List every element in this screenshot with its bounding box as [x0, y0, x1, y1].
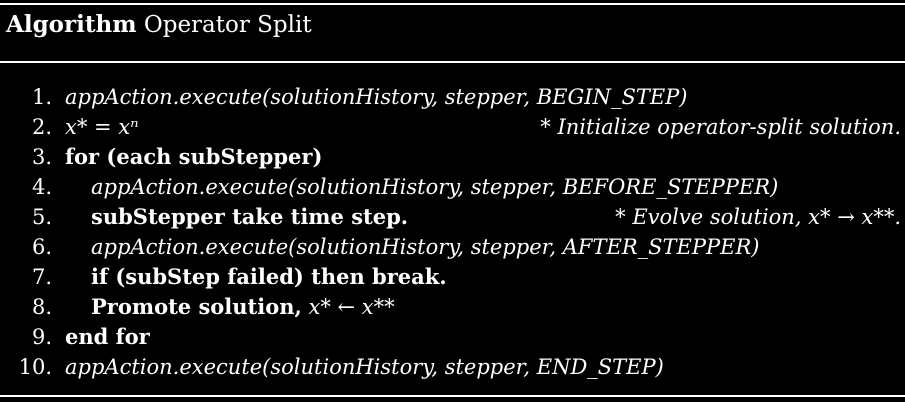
algorithm-line-8: 8. Promote solution, x* ← x** — [0, 292, 905, 322]
line-number: 8. — [31, 295, 52, 319]
line-text: appAction.execute(solutionHistory, stepp… — [65, 85, 688, 109]
line-text: subStepper take time step. — [91, 204, 409, 229]
line-comment: * Evolve solution, x* → x**. — [615, 205, 901, 229]
top-rule — [0, 3, 905, 5]
header-rule — [0, 61, 905, 63]
algorithm-line-4: 4. appAction.execute(solutionHistory, st… — [0, 172, 905, 202]
algorithm-line-1: 1. appAction.execute(solutionHistory, st… — [0, 82, 905, 112]
line-text: appAction.execute(solutionHistory, stepp… — [91, 235, 760, 259]
line-number: 4. — [31, 175, 52, 199]
algorithm-title: Operator Split — [143, 12, 312, 38]
algorithm-line-10: 10. appAction.execute(solutionHistory, s… — [0, 352, 905, 382]
line-number: 7. — [31, 265, 52, 289]
algorithm-line-2: 2. x* = xⁿ * Initialize operator-split s… — [0, 112, 905, 142]
line-text: if (subStep failed) then break. — [91, 264, 447, 289]
line-number: 3. — [31, 145, 52, 169]
algorithm-header: Algorithm Operator Split — [6, 11, 312, 39]
algorithm-line-5: 5. subStepper take time step. * Evolve s… — [0, 202, 905, 232]
line-math: x* = xⁿ — [65, 115, 139, 139]
line-text: appAction.execute(solutionHistory, stepp… — [65, 355, 664, 379]
line-text: appAction.execute(solutionHistory, stepp… — [91, 175, 779, 199]
line-number: 1. — [31, 85, 52, 109]
algorithm-label: Algorithm — [6, 11, 137, 38]
line-text: end for — [65, 324, 150, 349]
line-number: 5. — [31, 205, 52, 229]
line-text: Promote solution, — [91, 294, 302, 319]
line-number: 6. — [31, 235, 52, 259]
bottom-rule — [0, 395, 905, 397]
algorithm-line-3: 3. for (each subStepper) — [0, 142, 905, 172]
line-math: x* ← x** — [308, 295, 395, 319]
line-number: 2. — [31, 115, 52, 139]
algorithm-line-6: 6. appAction.execute(solutionHistory, st… — [0, 232, 905, 262]
algorithm-line-7: 7. if (subStep failed) then break. — [0, 262, 905, 292]
line-comment: * Initialize operator-split solution. — [540, 115, 901, 139]
line-number: 10. — [18, 355, 52, 379]
algorithm-line-9: 9. end for — [0, 322, 905, 352]
line-number: 9. — [31, 325, 52, 349]
line-content: Promote solution, x* ← x** — [91, 292, 395, 322]
line-text: for (each subStepper) — [65, 144, 323, 169]
